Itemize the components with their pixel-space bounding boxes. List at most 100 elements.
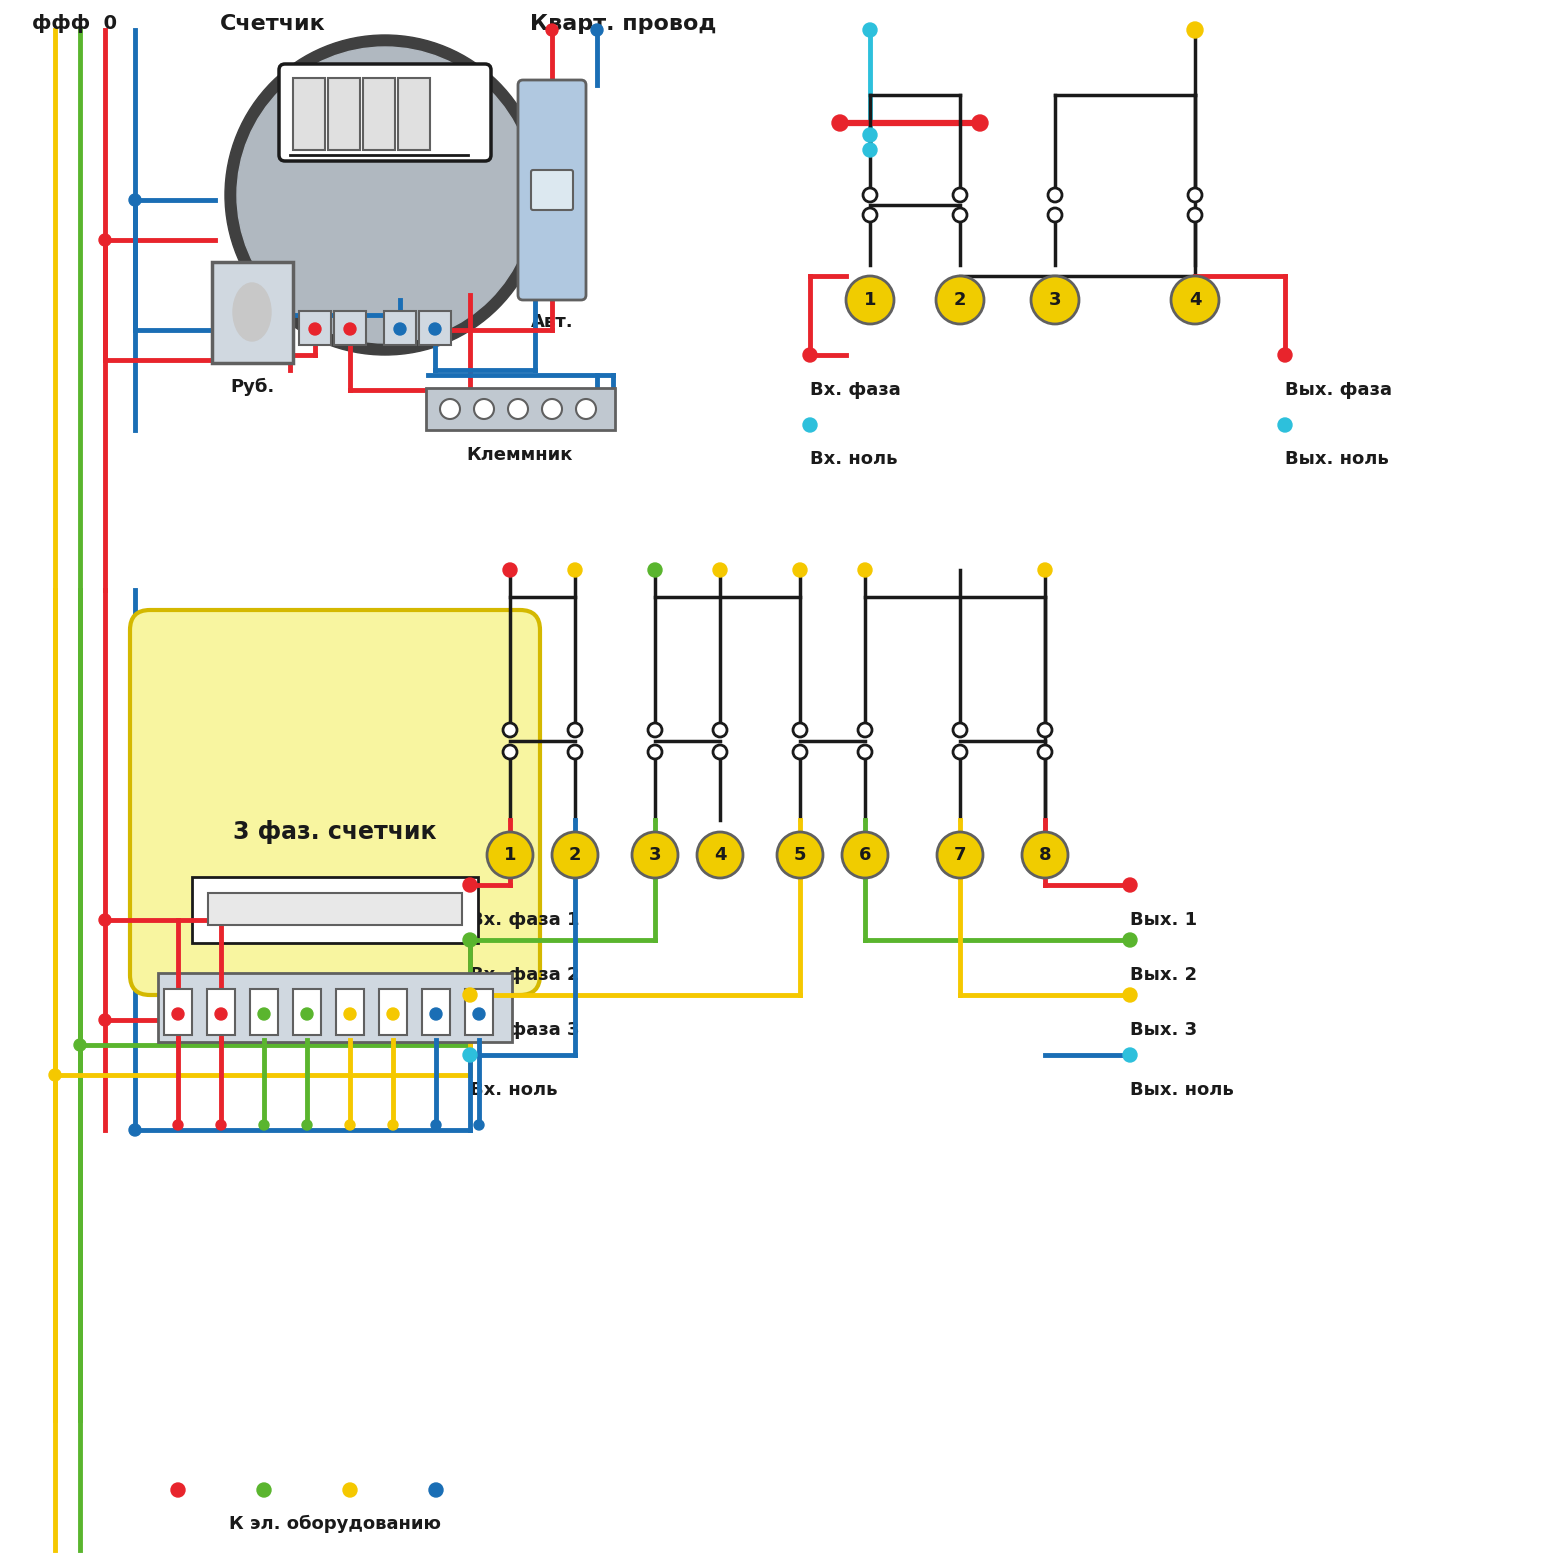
Circle shape [576,400,596,418]
Circle shape [858,745,872,759]
Circle shape [98,1015,111,1026]
Circle shape [777,832,824,877]
FancyBboxPatch shape [379,990,407,1035]
FancyBboxPatch shape [207,893,462,926]
FancyBboxPatch shape [207,990,236,1035]
Text: ффф  0: ффф 0 [33,14,117,33]
Text: Вых. 1: Вых. 1 [1129,912,1197,929]
Text: Вх. фаза 3: Вх. фаза 3 [470,1021,579,1040]
Circle shape [257,1008,270,1019]
Circle shape [647,564,661,578]
FancyBboxPatch shape [300,311,331,345]
Text: 6: 6 [858,846,870,863]
Circle shape [98,915,111,926]
Circle shape [301,1008,314,1019]
Circle shape [591,23,604,36]
Circle shape [1037,564,1051,578]
Circle shape [541,400,562,418]
FancyBboxPatch shape [423,990,449,1035]
Text: 2: 2 [953,290,966,309]
Text: Вх. фаза: Вх. фаза [810,381,900,400]
Text: Вх. ноль: Вх. ноль [810,450,897,468]
Circle shape [259,1119,268,1130]
FancyBboxPatch shape [426,389,615,429]
Circle shape [1123,1047,1137,1061]
Circle shape [938,832,983,877]
Circle shape [792,745,807,759]
Text: Руб.: Руб. [229,378,275,396]
Text: Вх. фаза 2: Вх. фаза 2 [470,966,579,983]
Circle shape [792,723,807,737]
FancyBboxPatch shape [530,170,573,211]
Circle shape [172,1483,186,1497]
Circle shape [303,1119,312,1130]
Circle shape [1031,276,1080,325]
Circle shape [98,234,111,247]
FancyBboxPatch shape [465,990,493,1035]
FancyBboxPatch shape [129,610,540,994]
Circle shape [343,1483,357,1497]
Circle shape [713,723,727,737]
Circle shape [502,745,516,759]
Text: 1: 1 [504,846,516,863]
Circle shape [863,128,877,142]
Circle shape [487,832,534,877]
Circle shape [953,208,967,222]
Text: К эл. оборудованию: К эл. оборудованию [229,1516,441,1533]
Circle shape [803,418,817,432]
Circle shape [473,1008,485,1019]
Circle shape [429,1483,443,1497]
Circle shape [509,400,527,418]
Circle shape [502,564,516,578]
FancyBboxPatch shape [334,311,367,345]
FancyBboxPatch shape [335,990,363,1035]
Circle shape [129,194,140,206]
Circle shape [1048,208,1062,222]
Circle shape [1189,208,1203,222]
Circle shape [502,723,516,737]
Circle shape [474,1119,484,1130]
Circle shape [953,187,967,201]
Circle shape [647,723,661,737]
Circle shape [1278,348,1292,362]
Circle shape [73,1040,86,1051]
Circle shape [846,276,894,325]
Circle shape [953,723,967,737]
Text: Вх. фаза 1: Вх. фаза 1 [470,912,579,929]
Text: 1: 1 [864,290,877,309]
Circle shape [647,745,661,759]
Circle shape [1123,877,1137,891]
Circle shape [568,745,582,759]
FancyBboxPatch shape [293,990,321,1035]
Circle shape [345,1008,356,1019]
Text: Авт.: Авт. [530,314,574,331]
Circle shape [1172,276,1218,325]
Circle shape [237,47,534,343]
Circle shape [936,276,984,325]
Circle shape [463,1047,477,1061]
FancyBboxPatch shape [398,78,431,150]
FancyBboxPatch shape [212,262,293,364]
Circle shape [546,23,558,36]
Text: 3 фаз. счетчик: 3 фаз. счетчик [234,820,437,845]
Text: 3: 3 [649,846,661,863]
Circle shape [388,1119,398,1130]
Text: 8: 8 [1039,846,1051,863]
FancyBboxPatch shape [279,64,491,161]
Circle shape [842,832,888,877]
Circle shape [1278,418,1292,432]
FancyBboxPatch shape [328,78,360,150]
Circle shape [568,564,582,578]
Circle shape [429,323,441,336]
Text: Кварт. провод: Кварт. провод [530,14,716,34]
Circle shape [803,348,817,362]
FancyBboxPatch shape [363,78,395,150]
FancyBboxPatch shape [164,990,192,1035]
Circle shape [1048,187,1062,201]
Text: Счетчик: Счетчик [220,14,326,34]
FancyBboxPatch shape [293,78,324,150]
Text: 4: 4 [714,846,727,863]
Circle shape [632,832,679,877]
Circle shape [309,323,321,336]
Circle shape [129,1124,140,1136]
